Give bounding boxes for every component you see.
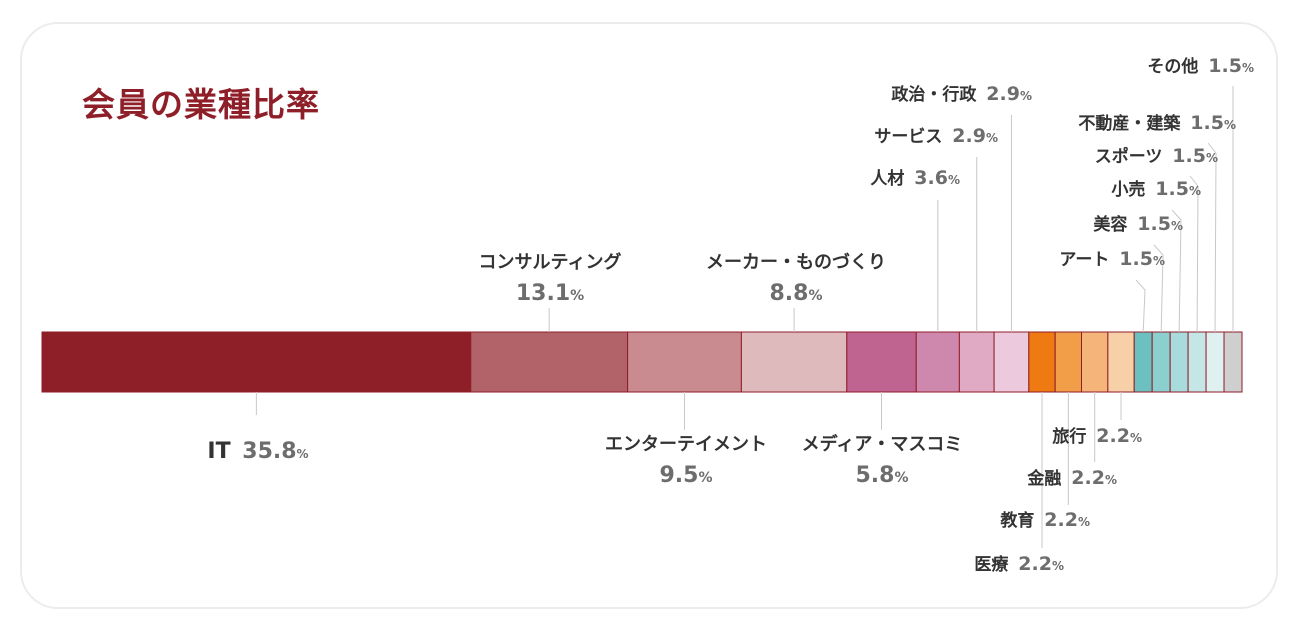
segment-label: 金融 2.2% xyxy=(1026,467,1117,489)
leader-line xyxy=(1171,209,1182,333)
segment-label: アート 1.5% xyxy=(1059,248,1165,270)
segment-label: エンターテイメント xyxy=(605,434,767,455)
segment-label: 政治・行政 2.9% xyxy=(891,83,1032,105)
leader-line xyxy=(1207,142,1217,333)
bar-segment xyxy=(993,331,1030,393)
bar-segment xyxy=(1028,331,1056,393)
chart-card xyxy=(20,22,1278,609)
bar-segment xyxy=(1187,331,1207,393)
segment-label: 教育 2.2% xyxy=(999,509,1090,531)
segment-label: 美容 1.5% xyxy=(1093,213,1183,235)
bar-segment xyxy=(740,331,848,393)
bar-segment xyxy=(1223,331,1243,393)
bar-segment xyxy=(958,331,995,393)
bar-segment xyxy=(1133,331,1153,393)
bar-segment xyxy=(1107,331,1135,393)
segment-value: 8.8% xyxy=(769,281,822,306)
segment-label: 人材 3.6% xyxy=(870,167,960,189)
bar-segment xyxy=(846,331,917,393)
segment-label: メーカー・ものづくり xyxy=(706,252,886,273)
segment-label: スポーツ 1.5% xyxy=(1095,145,1218,167)
segment-value: 5.8% xyxy=(855,463,908,488)
leader-line xyxy=(1135,279,1146,333)
segment-label: 旅行 2.2% xyxy=(1052,425,1142,447)
segment-label: サービス 2.9% xyxy=(874,125,998,147)
segment-value: 13.1% xyxy=(516,281,584,306)
bar-segment xyxy=(915,331,960,393)
segment-label: コンサルティング xyxy=(479,251,622,273)
segment-label: 医療 2.2% xyxy=(974,553,1064,575)
bar-segment xyxy=(470,331,629,393)
chart-title: 会員の業種比率 xyxy=(82,85,320,124)
segment-label: 不動産・建築 1.5% xyxy=(1078,112,1236,134)
leader-line xyxy=(1153,244,1164,333)
bar-segment xyxy=(1169,331,1189,393)
bar-segment xyxy=(1151,331,1171,393)
segment-label: その他 1.5% xyxy=(1147,55,1254,77)
leader-line xyxy=(1189,175,1199,333)
segment-value: 9.5% xyxy=(659,463,712,488)
bar-segment xyxy=(1205,331,1225,393)
segment-label: メディア・マスコミ xyxy=(802,433,963,455)
bar-segment xyxy=(1054,331,1083,393)
bar-segment xyxy=(627,331,742,393)
bar-segment xyxy=(1081,331,1109,393)
bar-segment xyxy=(41,331,472,393)
segment-label: 小売 1.5% xyxy=(1111,178,1201,200)
segment-label: IT 35.8% xyxy=(207,439,308,464)
